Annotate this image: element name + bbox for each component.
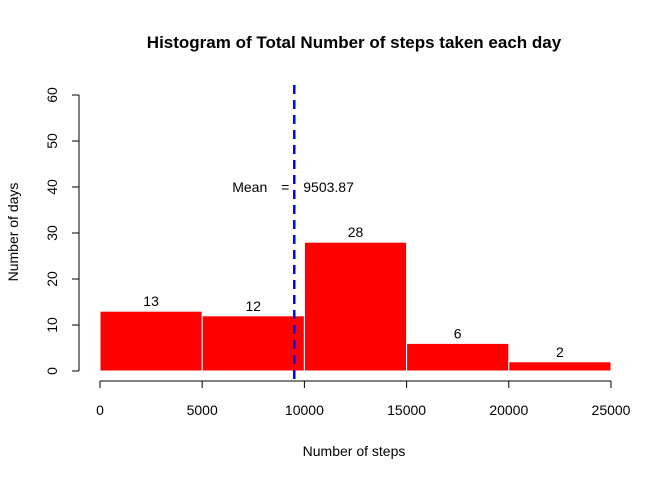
x-tick-label: 0 xyxy=(96,402,104,418)
histogram-bar xyxy=(201,315,305,372)
y-tick-label: 0 xyxy=(44,367,60,375)
y-tick-label: 40 xyxy=(44,179,60,195)
mean-label-prefix: Mean xyxy=(232,179,267,195)
x-axis: 0 5000 10000 15000 20000 25000 xyxy=(96,380,631,418)
bar-count-label: 28 xyxy=(348,224,364,240)
y-axis: 0 10 20 30 40 50 60 xyxy=(44,87,80,375)
bar-count-label: 2 xyxy=(556,344,564,360)
x-tick-label: 25000 xyxy=(592,402,631,418)
y-tick-label: 10 xyxy=(44,317,60,333)
bars-layer xyxy=(99,241,612,372)
histogram-bar xyxy=(406,342,510,372)
y-tick-label: 20 xyxy=(44,271,60,287)
bar-count-label: 12 xyxy=(246,298,262,314)
y-tick-label: 60 xyxy=(44,87,60,103)
mean-label-value: 9503.87 xyxy=(303,179,354,195)
y-axis-label: Number of days xyxy=(5,183,21,282)
x-tick-label: 5000 xyxy=(187,402,218,418)
histogram-bar xyxy=(303,241,408,372)
histogram-bar xyxy=(508,361,612,372)
y-tick-label: 50 xyxy=(44,133,60,149)
x-axis-label: Number of steps xyxy=(303,443,406,459)
histogram-bar xyxy=(99,310,203,372)
mean-line-layer: Mean = 9503.87 xyxy=(232,85,354,383)
mean-label-equals: = xyxy=(281,179,289,195)
bar-count-label: 13 xyxy=(143,293,159,309)
x-tick-label: 15000 xyxy=(387,402,426,418)
x-tick-label: 20000 xyxy=(489,402,528,418)
bar-labels-layer: 13 12 28 6 2 xyxy=(143,224,564,360)
bar-count-label: 6 xyxy=(454,325,462,341)
x-tick-label: 10000 xyxy=(285,402,324,418)
chart-title: Histogram of Total Number of steps taken… xyxy=(147,33,562,52)
y-tick-label: 30 xyxy=(44,225,60,241)
